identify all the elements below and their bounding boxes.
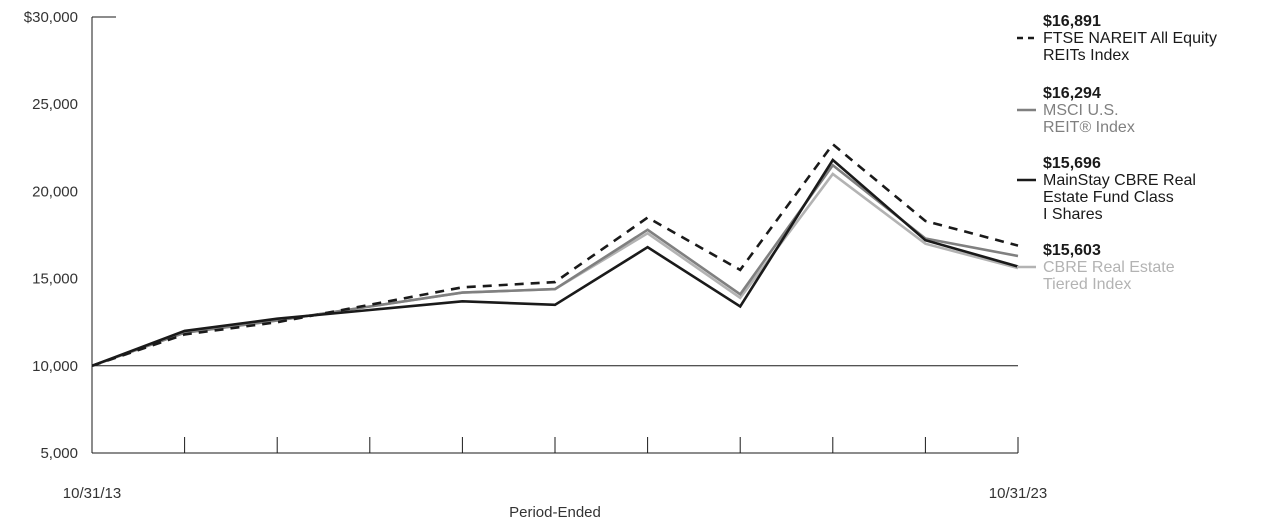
y-tick-label: 25,000	[32, 96, 78, 113]
series-layer	[91, 142, 1019, 368]
y-tick-label: 5,000	[40, 445, 78, 462]
y-tick-label: $30,000	[24, 9, 78, 26]
legend-label: MainStay CBRE Real	[1043, 172, 1196, 189]
grid-layer: 5,000 10,000 15,000 20,000 25,000 $30,000 10/3…	[24, 9, 1047, 502]
legend-value: $16,294	[1043, 85, 1101, 102]
legend-label: FTSE NAREIT All Equity	[1043, 30, 1217, 47]
x-tick-label: 10/31/13	[63, 485, 121, 502]
legend-value: $16,891	[1043, 13, 1101, 30]
legend-value: $15,696	[1043, 155, 1101, 172]
series-line-2	[91, 158, 1019, 368]
x-tick-label: 10/31/23	[989, 485, 1047, 502]
series-line-1	[91, 163, 1019, 368]
legend-value: $15,603	[1043, 242, 1101, 259]
legend-label: REITs Index	[1043, 47, 1129, 64]
x-axis-title: Period-Ended	[509, 504, 601, 521]
series-line-0	[91, 142, 1019, 368]
legend-label: Estate Fund Class	[1043, 189, 1174, 206]
legend-label: CBRE Real Estate	[1043, 259, 1175, 276]
y-tick-label: 15,000	[32, 271, 78, 288]
legend-label: REIT® Index	[1043, 119, 1135, 136]
legend-label: I Shares	[1043, 206, 1103, 223]
legend-label: Tiered Index	[1043, 276, 1131, 293]
y-tick-label: 10,000	[32, 358, 78, 375]
y-tick-label: 20,000	[32, 183, 78, 200]
legend-label: MSCI U.S.	[1043, 102, 1119, 119]
